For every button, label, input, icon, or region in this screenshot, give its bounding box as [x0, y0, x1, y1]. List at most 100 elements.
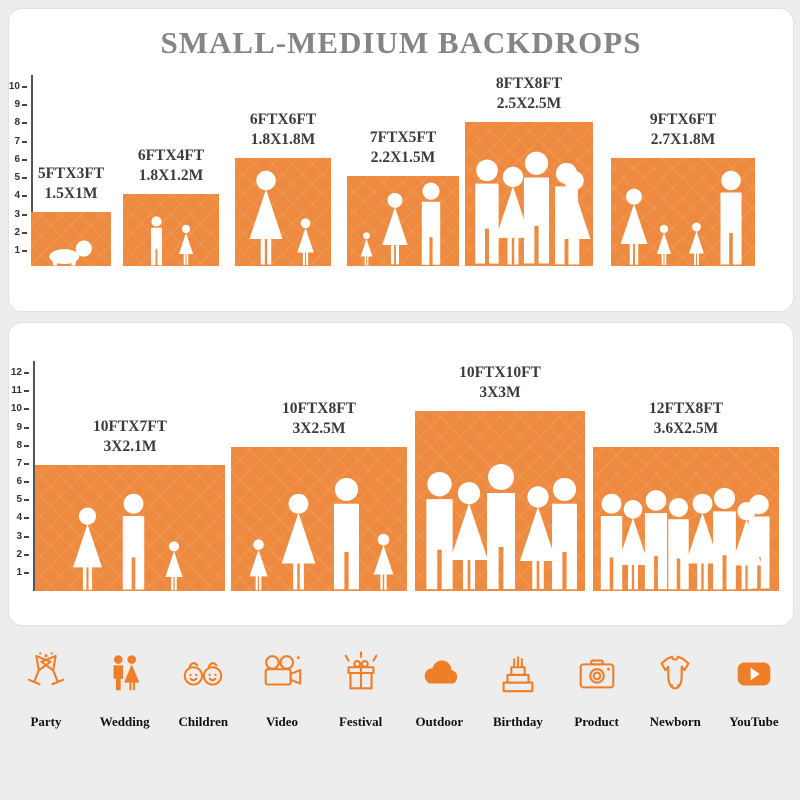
children-icon [184, 662, 223, 686]
people-silhouette [49, 240, 92, 266]
backdrop-bar-12ftx8ft: 12FTX8FT 3.6X2.5M [593, 400, 779, 591]
backdrop-bar-10ftx8ft: 10FTX8FT 3X2.5M [231, 400, 407, 591]
size-m: 1.8X1.2M [138, 167, 204, 185]
bar-size-label: 8FTX8FT 2.5X2.5M [496, 74, 562, 114]
category-newborn: Newborn [639, 650, 711, 730]
size-ft: 6FTX6FT [249, 111, 317, 129]
people-silhouette [249, 477, 394, 591]
axis-tick-label: 8 [16, 440, 29, 452]
axis-tick-label: 10 [11, 403, 30, 415]
category-children: Children [167, 650, 239, 730]
people-silhouette [73, 493, 183, 591]
backdrop-bar-8ftx8ft: 8FTX8FT 2.5X2.5M [465, 75, 593, 266]
size-ft: 9FTX6FT [649, 111, 717, 129]
axis-tick-label: 1 [14, 245, 27, 257]
axis-tick-label: 4 [14, 190, 27, 202]
size-ft: 12FTX8FT [648, 400, 724, 418]
category-label: Children [178, 714, 229, 729]
size-ft: 6FTX4FT [137, 147, 205, 165]
bar-size-label: 12FTX8FT 3.6X2.5M [649, 399, 723, 439]
size-m: 2.7X1.8M [650, 131, 716, 149]
size-m: 1.5X1M [44, 185, 98, 203]
category-row: Party Wedding [10, 650, 790, 730]
backdrop-bar-5ftx3ft: 5FTX3FT 1.5X1M [31, 165, 111, 266]
bar-size-label: 10FTX10FT 3X3M [459, 363, 541, 403]
outdoor-icon [424, 660, 458, 684]
axis-tick-label: 12 [11, 367, 30, 379]
category-label: Outdoor [415, 714, 464, 729]
wedding-icon [113, 655, 140, 691]
category-youtube: YouTube [718, 650, 790, 730]
axis-tick-label: 6 [14, 154, 27, 166]
category-label: YouTube [729, 714, 779, 729]
people-silhouette [600, 487, 770, 590]
category-video: Video [246, 650, 318, 730]
category-party: Party [10, 650, 82, 730]
size-ft: 10FTX7FT [92, 418, 168, 436]
axis-tick-label: 1 [16, 567, 29, 579]
backdrop-bar-10ftx7ft: 10FTX7FT 3X2.1M [35, 418, 225, 591]
bar-size-label: 10FTX8FT 3X2.5M [282, 399, 356, 439]
axis-tick-label: 2 [16, 549, 29, 561]
people-silhouette [249, 170, 314, 266]
category-festival: Festival [325, 650, 397, 730]
birthday-icon [502, 656, 534, 693]
size-m: 2.2X1.5M [370, 149, 436, 167]
small-medium-panel: SMALL-MEDIUM BACKDROPS 10 9 8 7 6 5 4 3 2 1 5FTX3… [8, 8, 794, 312]
axis-tick-label: 9 [14, 99, 27, 111]
size-m: 2.5X2.5M [496, 95, 562, 113]
size-m: 1.8X1.8M [250, 131, 316, 149]
size-m: 3X2.5M [292, 420, 346, 438]
y-axis-line-top [31, 75, 33, 266]
axis-tick-label: 2 [14, 227, 27, 239]
axis-tick-label: 8 [14, 117, 27, 129]
category-label: Newborn [649, 714, 701, 729]
backdrop-bar-6ftx4ft: 6FTX4FT 1.8X1.2M [123, 147, 219, 266]
category-label: Video [265, 714, 298, 729]
people-silhouette [426, 464, 577, 590]
category-birthday: Birthday [482, 650, 554, 730]
y-axis-line-bottom [33, 361, 35, 591]
size-ft: 10FTX8FT [281, 400, 357, 418]
y-axis-ticks-bottom: 12 11 10 9 8 7 6 5 4 3 2 1 [9, 367, 30, 579]
axis-tick-label: 10 [9, 81, 28, 93]
size-ft: 7FTX5FT [369, 129, 437, 147]
backdrop-bar-10ftx10ft: 10FTX10FT 3X3M [415, 364, 585, 591]
backdrop-bar-6ftx6ft: 6FTX6FT 1.8X1.8M [235, 111, 331, 266]
newborn-icon [660, 655, 690, 690]
bar-size-label: 6FTX4FT 1.8X1.2M [138, 146, 204, 186]
bar-size-label: 5FTX3FT 1.5X1M [38, 164, 104, 204]
axis-tick-label: 3 [14, 209, 27, 221]
festival-icon [344, 651, 378, 690]
axis-tick-label: 5 [14, 172, 27, 184]
bar-size-label: 7FTX5FT 2.2X1.5M [370, 128, 436, 168]
category-label: Birthday [493, 714, 543, 729]
bar-size-label: 6FTX6FT 1.8X1.8M [250, 110, 316, 150]
category-label: Wedding [99, 714, 150, 729]
axis-tick-label: 4 [16, 512, 29, 524]
axis-tick-label: 9 [16, 422, 29, 434]
axis-tick-label: 7 [14, 136, 27, 148]
people-silhouette [151, 216, 194, 266]
product-icon [579, 659, 614, 689]
size-m: 3X3M [479, 384, 521, 402]
party-icon [27, 652, 65, 686]
category-wedding: Wedding [89, 650, 161, 730]
category-outdoor: Outdoor [403, 650, 475, 730]
category-label: Product [574, 714, 619, 729]
y-axis-ticks-top: 10 9 8 7 6 5 4 3 2 1 [9, 81, 28, 257]
size-m: 3X2.1M [103, 438, 157, 456]
size-ft: 5FTX3FT [37, 165, 105, 183]
bar-size-label: 10FTX7FT 3X2.1M [93, 417, 167, 457]
page-title: SMALL-MEDIUM BACKDROPS [160, 25, 642, 60]
category-label: Festival [338, 714, 383, 729]
backdrop-bar-7ftx5ft: 7FTX5FT 2.2X1.5M [347, 129, 459, 266]
category-product: Product [561, 650, 633, 730]
people-silhouette [360, 182, 441, 266]
people-silhouette [620, 170, 742, 266]
axis-tick-label: 7 [16, 458, 29, 470]
youtube-icon [737, 662, 771, 686]
axis-tick-label: 11 [11, 385, 29, 397]
size-ft: 8FTX8FT [495, 75, 563, 93]
